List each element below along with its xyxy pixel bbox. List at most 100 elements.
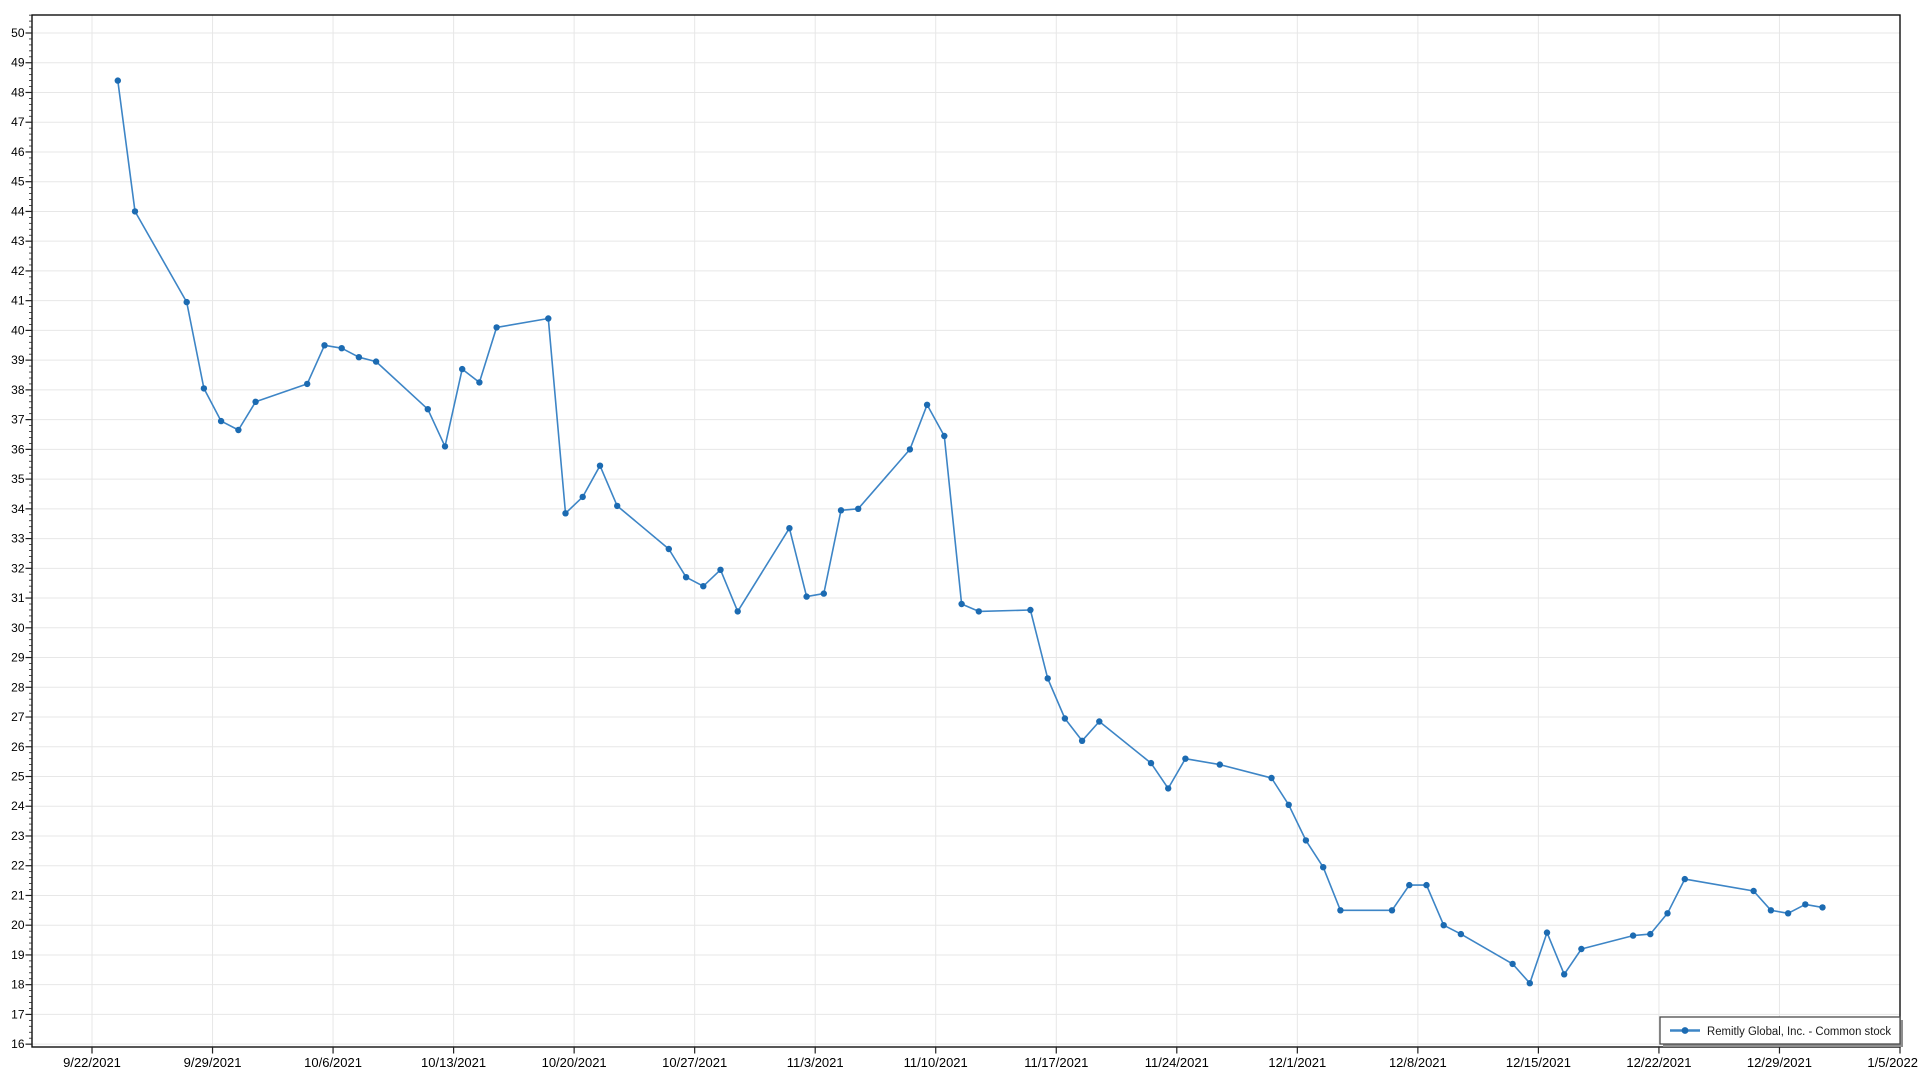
data-point-marker [252, 398, 259, 405]
data-point-marker [855, 505, 862, 512]
data-point-marker [1767, 907, 1775, 914]
y-tick-label: 37 [11, 413, 25, 427]
data-point-marker [1182, 755, 1189, 762]
y-tick-label: 27 [11, 710, 25, 724]
x-axis-labels: 9/22/2021 9/29/2021 10/6/2021 10/13/2021 10/… [63, 1055, 1918, 1070]
data-point-marker [1681, 875, 1689, 883]
y-tick-label: 22 [11, 859, 25, 873]
data-point-marker [200, 385, 208, 392]
data-point-marker [424, 406, 431, 413]
y-tick-label: 42 [11, 264, 25, 278]
data-point-marker [1388, 907, 1396, 914]
y-tick-label: 49 [11, 56, 25, 70]
y-tick-label: 43 [11, 234, 25, 248]
y-tick-label: 48 [11, 85, 25, 99]
data-point-marker [1802, 901, 1809, 908]
x-tick-label: 10/27/2021 [662, 1055, 727, 1070]
data-point-marker [700, 583, 707, 590]
x-tick-label: 12/22/2021 [1626, 1055, 1691, 1070]
data-point-marker [803, 593, 810, 600]
data-point-marker [941, 432, 948, 440]
y-tick-label: 46 [11, 145, 25, 159]
data-point-marker [682, 574, 690, 581]
x-axis-ticks [91, 1047, 1901, 1054]
data-point-marker [304, 380, 311, 388]
y-tick-label: 41 [11, 294, 25, 308]
x-tick-label: 11/24/2021 [1145, 1055, 1209, 1070]
y-tick-label: 24 [11, 799, 25, 813]
data-point-marker [820, 590, 827, 597]
data-point-marker [562, 510, 569, 517]
x-tick-label: 9/22/2021 [63, 1055, 121, 1070]
data-point-marker [579, 493, 586, 501]
data-point-marker [1027, 606, 1034, 614]
data-point-marker [372, 358, 380, 365]
data-point-marker [786, 525, 793, 532]
data-point-marker [958, 600, 965, 608]
data-point-marker [217, 417, 225, 425]
data-point-marker [1406, 881, 1413, 889]
x-tick-label: 12/15/2021 [1506, 1055, 1571, 1070]
data-point-marker [1578, 945, 1585, 953]
x-tick-label: 11/17/2021 [1024, 1055, 1088, 1070]
data-point-marker [1285, 801, 1292, 808]
legend-label: Remitly Global, Inc. - Common stock [1707, 1026, 1891, 1038]
price-line [117, 79, 1824, 985]
y-tick-label: 19 [11, 948, 25, 962]
legend: Remitly Global, Inc. - Common stock [1659, 1016, 1903, 1047]
y-tick-label: 25 [11, 770, 25, 784]
data-point-marker [493, 324, 500, 331]
data-point-marker [1147, 759, 1155, 767]
data-point-marker [1561, 971, 1568, 978]
y-tick-label: 26 [11, 740, 25, 754]
data-point-marker [837, 507, 845, 514]
data-point-marker [1509, 960, 1516, 968]
plot-border [31, 14, 1901, 1048]
data-point-marker [545, 315, 552, 322]
data-point-marker [923, 401, 931, 408]
y-tick-label: 20 [11, 918, 25, 932]
data-point-marker [975, 608, 982, 615]
data-point-marker [1526, 980, 1534, 987]
y-tick-label: 30 [11, 621, 25, 635]
y-tick-label: 18 [11, 978, 25, 992]
y-tick-label: 21 [11, 888, 25, 902]
data-point-marker [614, 502, 621, 510]
data-point-marker [183, 298, 190, 306]
y-tick-label: 44 [11, 204, 25, 218]
gridlines [32, 15, 1901, 1047]
data-point-marker [235, 426, 242, 434]
data-point-marker [596, 462, 604, 469]
x-tick-label: 1/5/2022 [1867, 1055, 1918, 1070]
y-tick-label: 31 [11, 591, 25, 605]
y-axis-labels: 50 49 48 47 46 45 44 43 42 41 40 39 38 37 36 35 34 33 32 31… [11, 26, 25, 1051]
data-point-marker [355, 354, 363, 361]
data-point-marker [1750, 887, 1757, 895]
data-point-marker [1819, 904, 1826, 911]
x-tick-label: 10/13/2021 [421, 1055, 486, 1070]
x-tick-label: 11/3/2021 [787, 1055, 844, 1070]
data-point-marker [1423, 881, 1430, 889]
y-tick-label: 38 [11, 383, 25, 397]
x-tick-label: 12/29/2021 [1747, 1055, 1812, 1070]
x-tick-label: 11/10/2021 [904, 1055, 968, 1070]
data-point-marker [131, 208, 139, 215]
data-point-marker [734, 608, 741, 615]
data-point-marker [1044, 675, 1051, 682]
y-tick-label: 23 [11, 829, 25, 843]
data-point-marker [665, 545, 672, 553]
data-point-marker [321, 342, 328, 349]
x-tick-label: 10/20/2021 [542, 1055, 607, 1070]
y-tick-label: 33 [11, 532, 25, 546]
y-tick-label: 40 [11, 323, 25, 337]
data-point-marker [459, 365, 466, 373]
x-tick-label: 12/8/2021 [1389, 1055, 1447, 1070]
data-point-marker [1096, 718, 1103, 725]
x-tick-label: 9/29/2021 [184, 1055, 242, 1070]
data-point-marker [476, 379, 483, 386]
y-tick-label: 32 [11, 561, 25, 575]
data-point-marker [1440, 922, 1447, 929]
y-axis-ticks [25, 14, 32, 1045]
data-point-marker [1320, 864, 1327, 871]
